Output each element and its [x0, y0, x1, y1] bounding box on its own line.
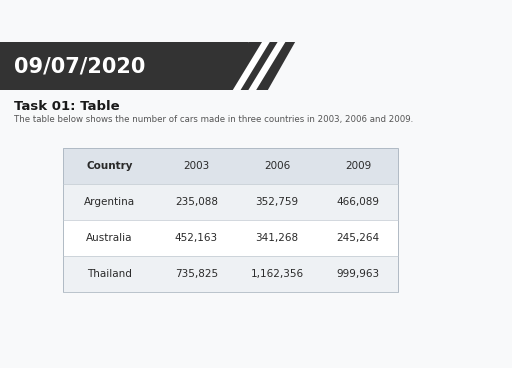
FancyBboxPatch shape	[237, 220, 317, 256]
Text: 09/07/2020: 09/07/2020	[14, 57, 145, 77]
Polygon shape	[221, 42, 295, 90]
Polygon shape	[233, 42, 270, 90]
Text: 735,825: 735,825	[175, 269, 218, 279]
FancyBboxPatch shape	[317, 256, 398, 292]
FancyBboxPatch shape	[63, 256, 156, 292]
FancyBboxPatch shape	[317, 184, 398, 220]
Text: 452,163: 452,163	[175, 233, 218, 243]
FancyBboxPatch shape	[237, 256, 317, 292]
Text: Task 01: Table: Task 01: Table	[14, 100, 119, 113]
FancyBboxPatch shape	[317, 220, 398, 256]
Text: Argentina: Argentina	[84, 197, 135, 207]
FancyBboxPatch shape	[237, 184, 317, 220]
Text: The table below shows the number of cars made in three countries in 2003, 2006 a: The table below shows the number of cars…	[14, 115, 413, 124]
FancyBboxPatch shape	[63, 148, 156, 184]
Text: Australia: Australia	[87, 233, 133, 243]
FancyBboxPatch shape	[156, 148, 237, 184]
Text: 2009: 2009	[345, 161, 371, 171]
FancyBboxPatch shape	[156, 184, 237, 220]
Text: 1,162,356: 1,162,356	[250, 269, 304, 279]
Text: 352,759: 352,759	[255, 197, 298, 207]
Polygon shape	[248, 42, 285, 90]
Text: 245,264: 245,264	[336, 233, 379, 243]
Text: 999,963: 999,963	[336, 269, 379, 279]
FancyBboxPatch shape	[63, 220, 156, 256]
Text: 235,088: 235,088	[175, 197, 218, 207]
Text: Country: Country	[87, 161, 133, 171]
Polygon shape	[0, 42, 248, 90]
FancyBboxPatch shape	[63, 184, 156, 220]
FancyBboxPatch shape	[156, 256, 237, 292]
Text: 2006: 2006	[264, 161, 290, 171]
FancyBboxPatch shape	[317, 148, 398, 184]
Text: 466,089: 466,089	[336, 197, 379, 207]
FancyBboxPatch shape	[156, 220, 237, 256]
Text: Thailand: Thailand	[87, 269, 132, 279]
Text: 2003: 2003	[183, 161, 209, 171]
FancyBboxPatch shape	[237, 148, 317, 184]
Text: 341,268: 341,268	[255, 233, 298, 243]
